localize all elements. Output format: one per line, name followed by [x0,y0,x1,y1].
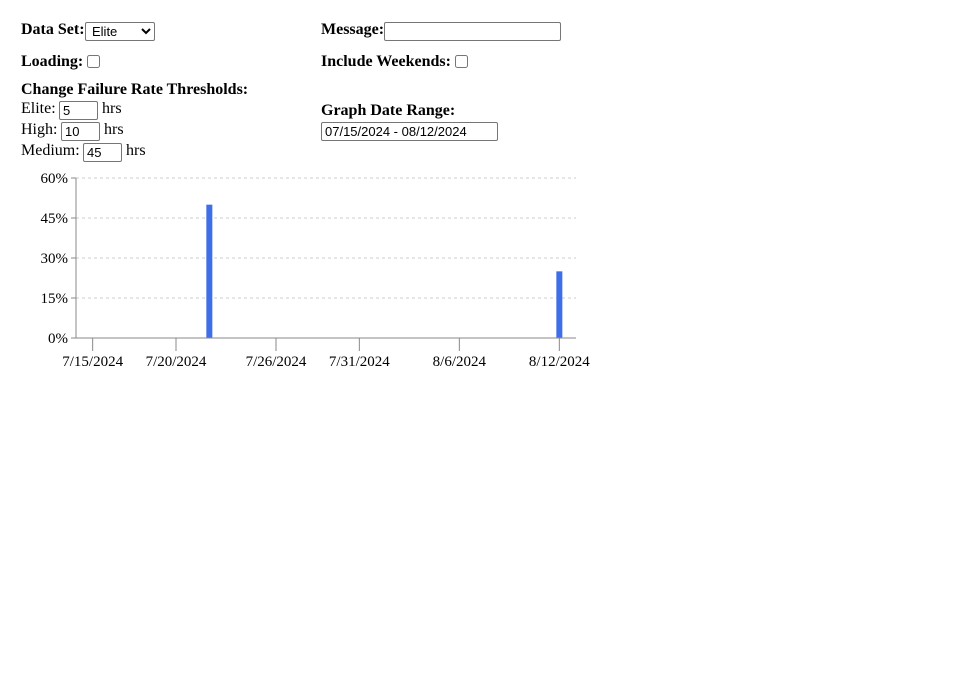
y-tick-label: 30% [41,251,69,267]
x-tick-label: 8/12/2024 [529,354,590,370]
medium-threshold-input[interactable] [83,143,122,162]
message-label: Message: [321,21,385,38]
medium-threshold-label: Medium: [21,142,80,159]
y-tick-label: 0% [48,331,68,347]
graph-date-range-input[interactable] [321,122,498,141]
data-set-select[interactable]: Elite [85,22,155,41]
elite-threshold-input[interactable] [59,101,98,120]
y-tick-label: 60% [41,171,69,187]
include-weekends-label: Include Weekends: [321,53,451,70]
loading-label: Loading: [21,53,84,70]
y-tick-label: 45% [41,211,69,227]
thresholds-heading: Change Failure Rate Thresholds: [21,81,249,98]
x-tick-label: 8/6/2024 [433,354,487,370]
graph-date-range-label: Graph Date Range: [321,102,456,119]
high-threshold-unit: hrs [104,121,124,138]
include-weekends-checkbox[interactable] [455,55,468,68]
change-failure-rate-chart: 0% 15% 30% 45% 60% 7/15/2024 7/20/2024 7/26/202… [41,171,591,370]
message-input[interactable] [384,22,561,41]
high-threshold-label: High: [21,121,58,138]
x-tick-label: 7/20/2024 [146,354,207,370]
loading-checkbox[interactable] [87,55,100,68]
high-threshold-input[interactable] [61,122,100,141]
x-tick-label: 7/31/2024 [329,354,390,370]
elite-threshold-label: Elite: [21,100,56,117]
x-tick-label: 7/15/2024 [62,354,123,370]
medium-threshold-unit: hrs [126,142,146,159]
data-bar [206,204,213,338]
data-set-label: Data Set: [21,21,85,38]
y-tick-label: 15% [41,291,69,307]
x-tick-label: 7/26/2024 [246,354,307,370]
data-bar [556,271,563,338]
elite-threshold-unit: hrs [102,100,122,117]
